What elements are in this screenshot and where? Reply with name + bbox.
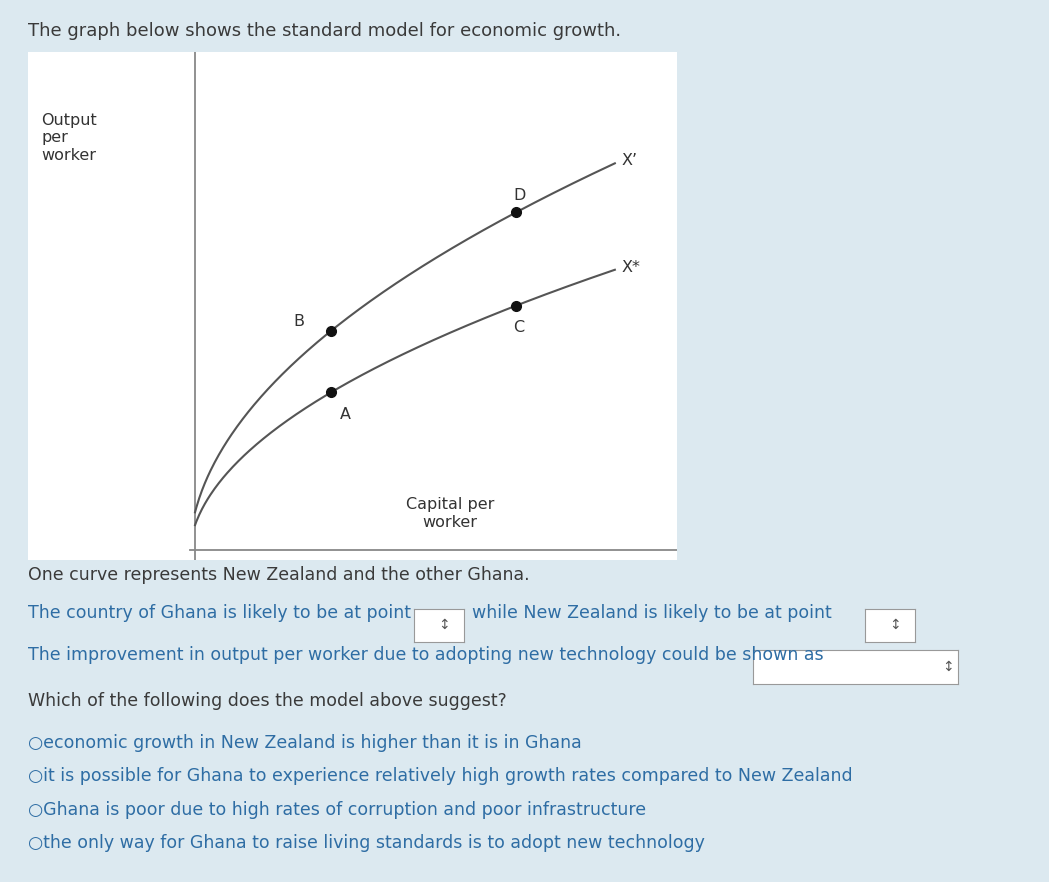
Text: ↕: ↕ [942,660,954,674]
Text: C: C [513,320,524,335]
Text: ↕: ↕ [438,618,450,632]
Text: D: D [513,188,526,203]
Text: ↕: ↕ [890,618,901,632]
Text: The improvement in output per worker due to adopting new technology could be sho: The improvement in output per worker due… [28,646,823,663]
Text: The country of Ghana is likely to be at point: The country of Ghana is likely to be at … [28,604,411,622]
Text: X’: X’ [621,153,637,168]
Text: ○Ghana is poor due to high rates of corruption and poor infrastructure: ○Ghana is poor due to high rates of corr… [28,801,646,818]
Text: ○economic growth in New Zealand is higher than it is in Ghana: ○economic growth in New Zealand is highe… [28,734,582,751]
Text: ○the only way for Ghana to raise living standards is to adopt new technology: ○the only way for Ghana to raise living … [28,834,705,852]
Text: B: B [294,314,305,329]
Text: The graph below shows the standard model for economic growth.: The graph below shows the standard model… [28,22,621,40]
Text: X*: X* [621,260,640,275]
Text: ○it is possible for Ghana to experience relatively high growth rates compared to: ○it is possible for Ghana to experience … [28,767,853,785]
Text: Capital per
worker: Capital per worker [406,497,494,529]
Text: Which of the following does the model above suggest?: Which of the following does the model ab… [28,692,507,710]
Text: while New Zealand is likely to be at point: while New Zealand is likely to be at poi… [472,604,832,622]
Text: A: A [340,407,351,422]
Text: Output
per
worker: Output per worker [41,113,98,163]
Text: One curve represents New Zealand and the other Ghana.: One curve represents New Zealand and the… [28,566,530,584]
